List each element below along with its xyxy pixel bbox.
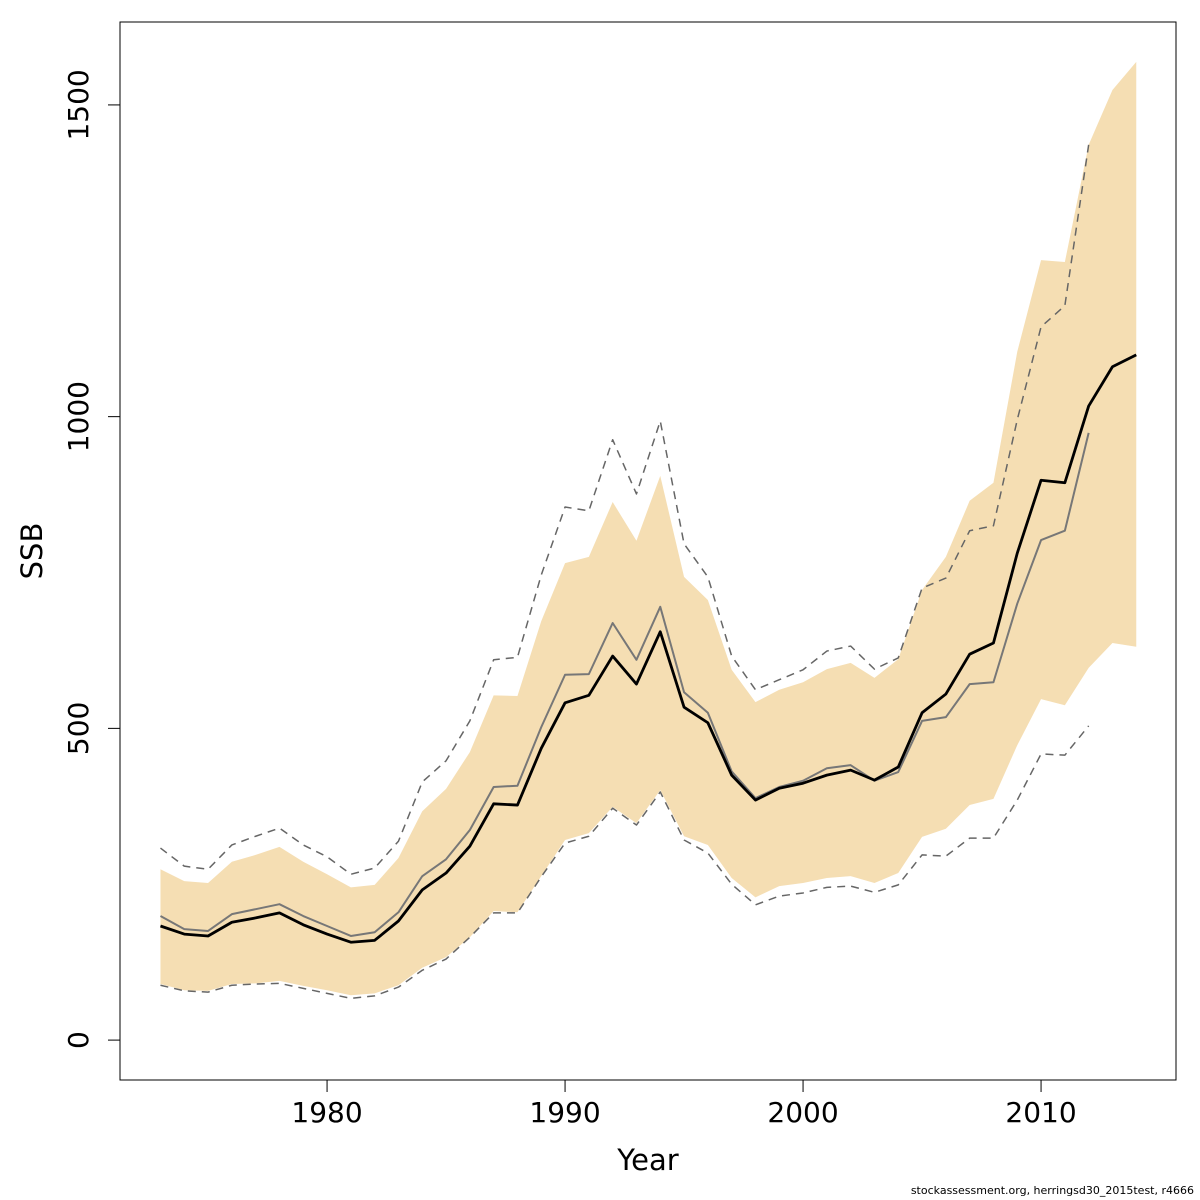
y-tick-label: 1500 [62, 69, 95, 140]
y-axis-label: SSB [15, 523, 49, 580]
confidence-band [160, 61, 1137, 996]
series-line [160, 144, 1090, 876]
series-line [160, 725, 1090, 1000]
y-tick-label: 500 [62, 702, 95, 755]
x-tick-label: 1990 [529, 1096, 600, 1129]
y-tick-label: 0 [62, 1031, 95, 1049]
y-tick-label: 1000 [62, 381, 95, 452]
x-tick-label: 2010 [1005, 1096, 1076, 1129]
x-tick-label: 2000 [767, 1096, 838, 1129]
plot-frame [119, 21, 1177, 1081]
footer: stockassessment.org, herringsd30_2015tes… [911, 1184, 1194, 1197]
series-line [160, 353, 1137, 944]
series-line [159, 432, 1090, 937]
x-tick-label: 1980 [291, 1096, 362, 1129]
x-axis-label: Year [616, 1143, 678, 1177]
